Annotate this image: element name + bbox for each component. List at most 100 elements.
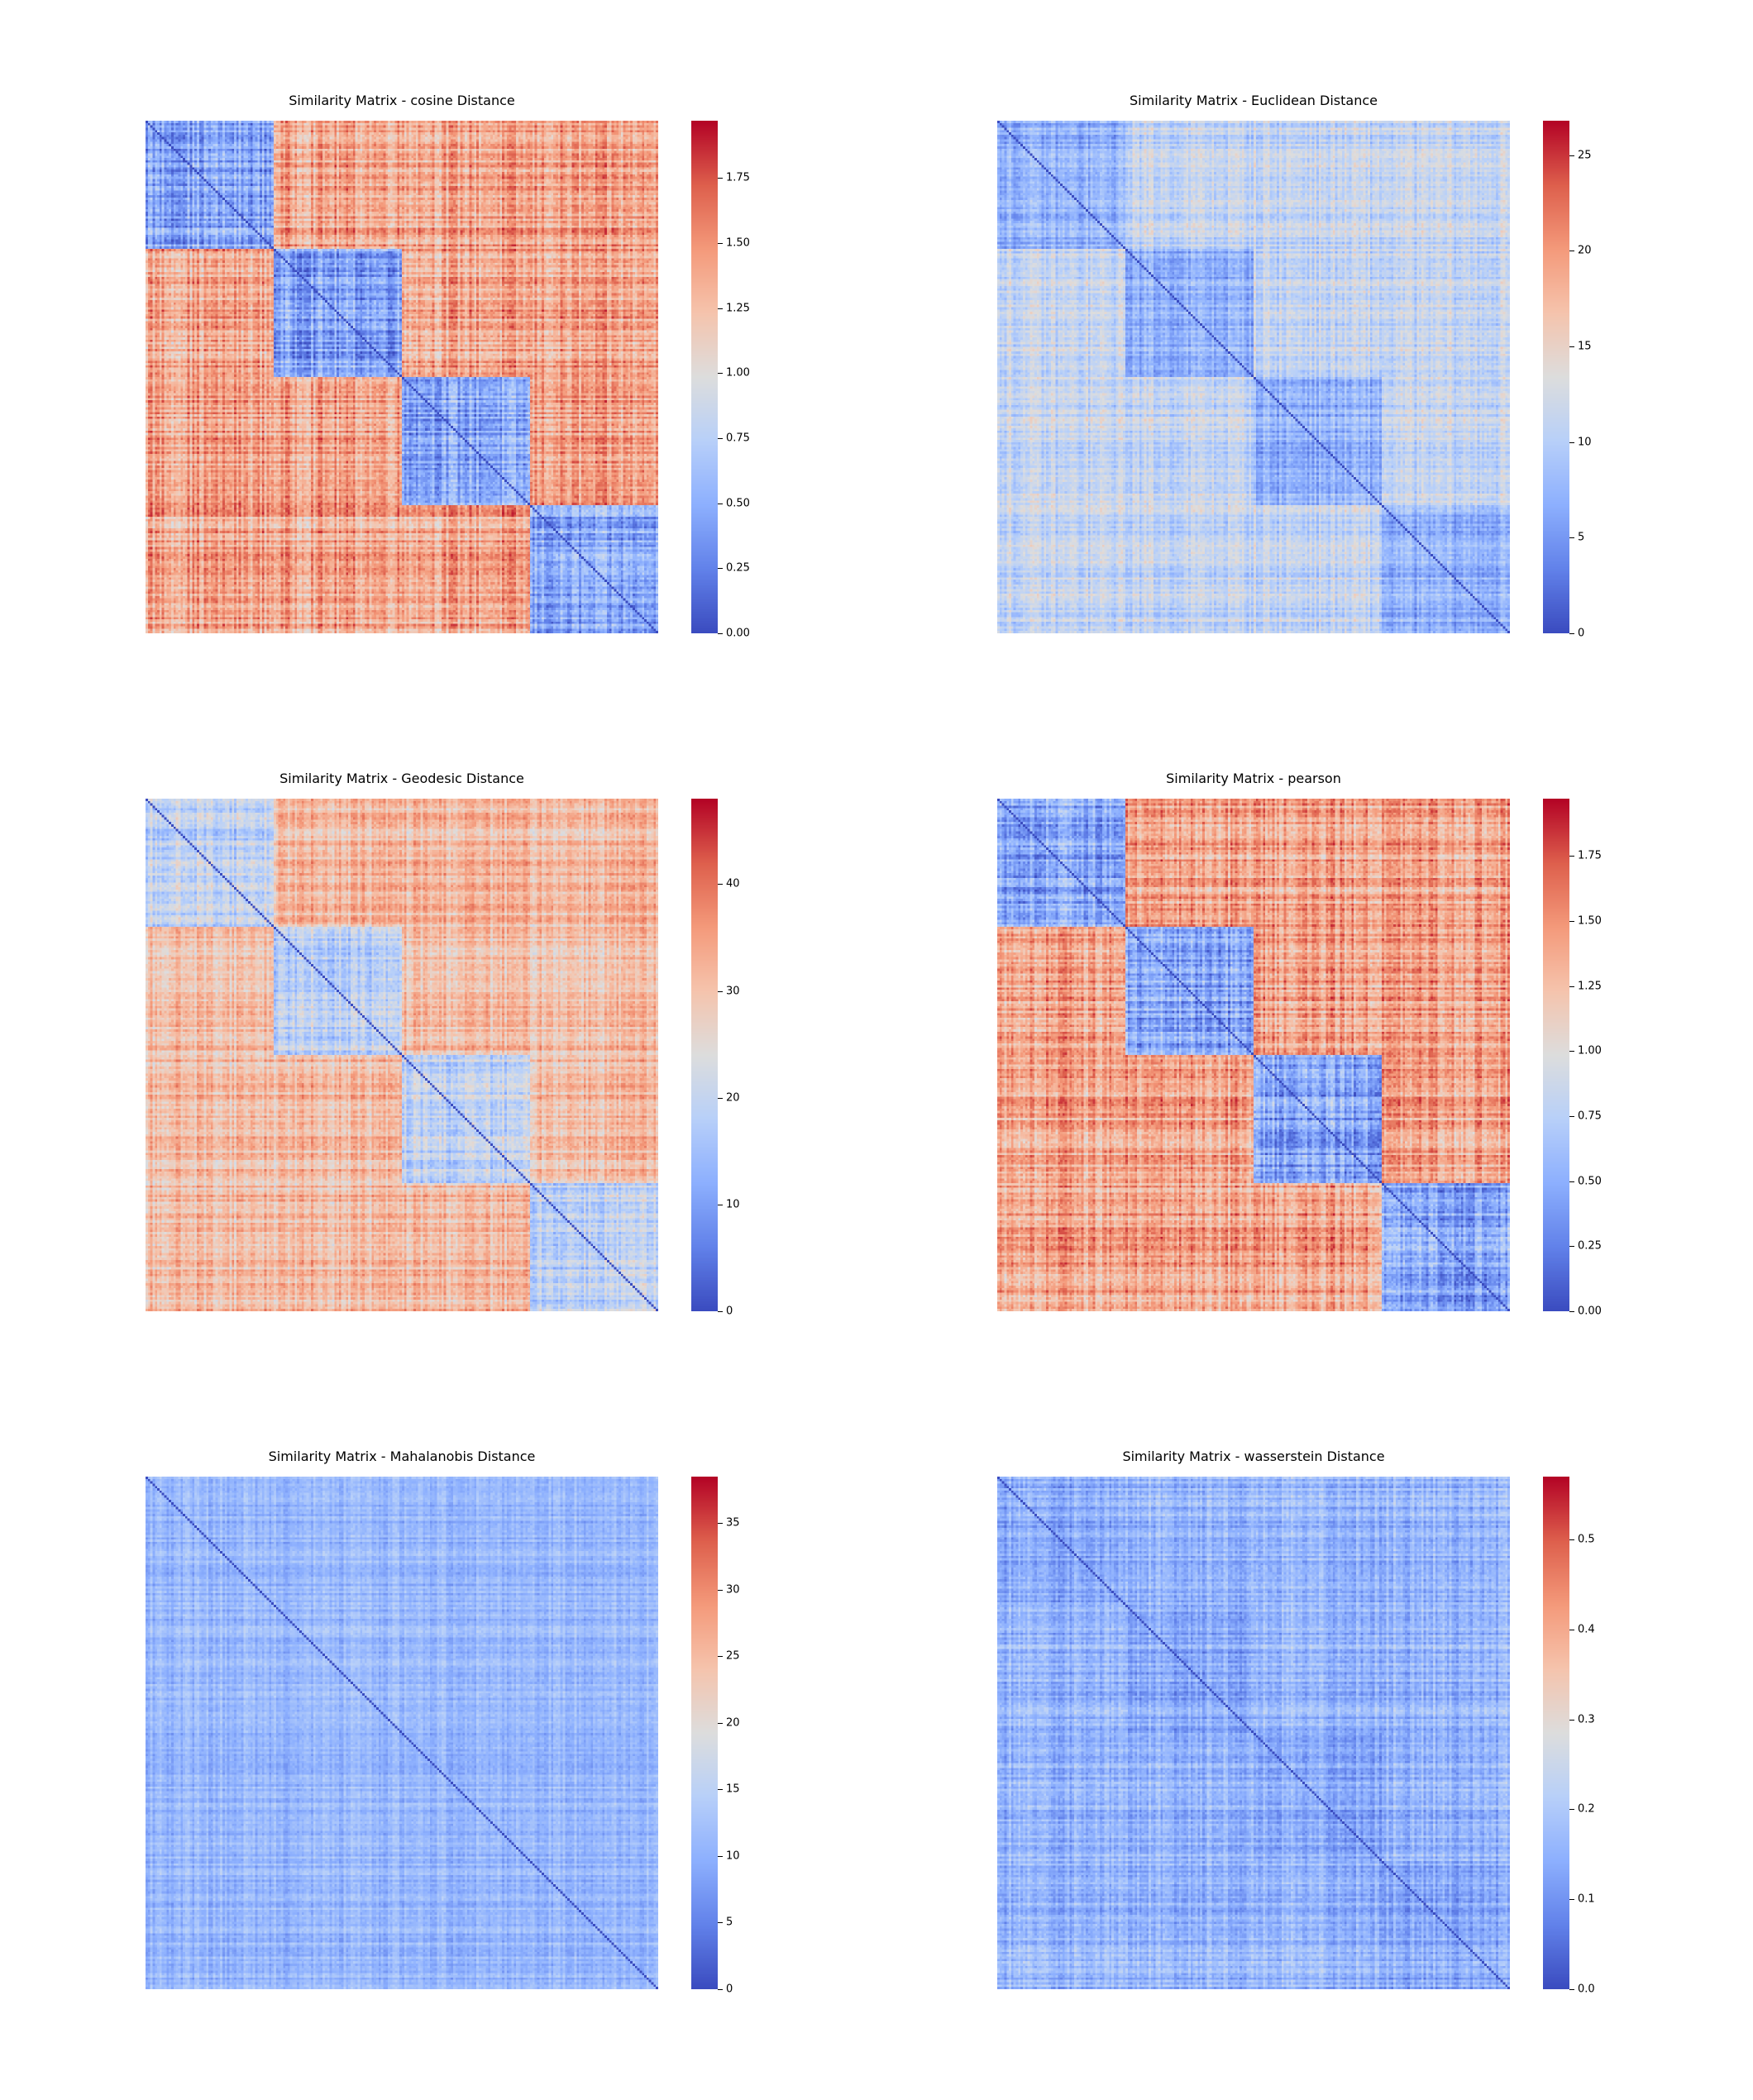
colorbar-tick-mark — [718, 1922, 723, 1923]
heatmap-matrix — [997, 121, 1510, 633]
colorbar-tick-mark — [718, 1098, 723, 1099]
colorbar-tick-label: 0 — [726, 1305, 733, 1318]
colorbar-tick-mark — [1569, 1539, 1574, 1540]
colorbar-tick-label: 0.25 — [726, 561, 750, 575]
heatmap-matrix — [146, 1477, 658, 1989]
colorbar-tick-label: 1.00 — [1578, 1044, 1602, 1057]
chart-title: Similarity Matrix - pearson — [1166, 771, 1341, 786]
chart-title: Similarity Matrix - Euclidean Distance — [1130, 93, 1378, 108]
heatmap-matrix — [997, 799, 1510, 1311]
colorbar — [1543, 1477, 1569, 1989]
colorbar-tick-mark — [718, 633, 723, 634]
colorbar-tick-mark — [1569, 1246, 1574, 1247]
colorbar-tick-mark — [1569, 346, 1574, 347]
chart-panel-4: Similarity Matrix - pearson 0.00 0.25 0.50 0… — [852, 678, 1728, 1356]
chart-title: Similarity Matrix - cosine Distance — [289, 93, 515, 108]
colorbar-tick-mark — [718, 243, 723, 244]
colorbar-tick-label: 5 — [726, 1916, 733, 1929]
colorbar-tick-mark — [718, 373, 723, 374]
colorbar-tick-mark — [1569, 1720, 1574, 1721]
colorbar-tick-mark — [1569, 633, 1574, 634]
colorbar — [691, 121, 718, 633]
heatmap-matrix — [146, 121, 658, 633]
colorbar-tick-label: 0.3 — [1578, 1713, 1595, 1726]
colorbar-tick-label: 10 — [726, 1849, 740, 1863]
chart-panel-5: Similarity Matrix - Mahalanobis Distance… — [0, 1356, 876, 2034]
colorbar-tick-mark — [718, 1590, 723, 1591]
colorbar — [1543, 121, 1569, 633]
chart-title: Similarity Matrix - wasserstein Distance — [1122, 1449, 1385, 1464]
colorbar-tick-label: 35 — [726, 1516, 740, 1530]
colorbar-tick-label: 5 — [1578, 531, 1585, 544]
colorbar-tick-mark — [1569, 1181, 1574, 1182]
colorbar-tick-label: 0.50 — [726, 497, 750, 510]
colorbar-tick-label: 1.00 — [726, 366, 750, 379]
colorbar-tick-mark — [1569, 1311, 1574, 1312]
chart-panel-2: Similarity Matrix - Euclidean Distance 0 5… — [852, 0, 1728, 678]
chart-title: Similarity Matrix - Mahalanobis Distance — [268, 1449, 536, 1464]
colorbar-tick-mark — [718, 1989, 723, 1990]
colorbar-tick-label: 1.75 — [726, 171, 750, 184]
colorbar-tick-mark — [718, 568, 723, 569]
colorbar-tick-label: 0.50 — [1578, 1175, 1602, 1188]
colorbar-tick-mark — [718, 1311, 723, 1312]
colorbar-tick-mark — [1569, 1051, 1574, 1052]
colorbar-tick-label: 0.75 — [1578, 1110, 1602, 1123]
colorbar-tick-label: 0.75 — [726, 432, 750, 445]
colorbar-tick-mark — [718, 991, 723, 992]
chart-panel-6: Similarity Matrix - wasserstein Distance… — [852, 1356, 1728, 2034]
colorbar-tick-mark — [718, 884, 723, 885]
colorbar-tick-label: 0.1 — [1578, 1892, 1595, 1906]
colorbar-tick-mark — [1569, 1989, 1574, 1990]
colorbar-tick-mark — [718, 1856, 723, 1857]
colorbar-tick-label: 15 — [1578, 340, 1592, 353]
chart-panel-1: Similarity Matrix - cosine Distance 0.00 0… — [0, 0, 876, 678]
colorbar-tick-mark — [1569, 1116, 1574, 1117]
colorbar-tick-mark — [718, 438, 723, 439]
heatmap-matrix — [146, 799, 658, 1311]
colorbar-tick-label: 0 — [726, 1983, 733, 1996]
colorbar-tick-label: 25 — [1578, 149, 1592, 162]
colorbar-tick-mark — [1569, 921, 1574, 922]
colorbar-tick-mark — [1569, 442, 1574, 443]
colorbar-tick-mark — [718, 308, 723, 309]
colorbar-tick-label: 1.50 — [726, 236, 750, 250]
colorbar-tick-label: 1.25 — [1578, 980, 1602, 993]
colorbar-tick-label: 0 — [1578, 627, 1585, 640]
colorbar-tick-mark — [718, 1789, 723, 1790]
colorbar — [691, 799, 718, 1311]
colorbar-tick-label: 1.50 — [1578, 914, 1602, 928]
colorbar-tick-label: 30 — [726, 985, 740, 998]
colorbar — [691, 1477, 718, 1989]
colorbar-tick-label: 15 — [726, 1783, 740, 1796]
chart-title: Similarity Matrix - Geodesic Distance — [279, 771, 524, 786]
colorbar-tick-mark — [1569, 1899, 1574, 1900]
colorbar-tick-label: 30 — [726, 1583, 740, 1596]
colorbar-tick-label: 0.4 — [1578, 1623, 1595, 1636]
colorbar — [1543, 799, 1569, 1311]
colorbar-tick-label: 0.00 — [1578, 1305, 1602, 1318]
colorbar-tick-mark — [1569, 1809, 1574, 1810]
colorbar-tick-mark — [1569, 537, 1574, 538]
colorbar-tick-mark — [718, 178, 723, 179]
colorbar-tick-mark — [1569, 856, 1574, 857]
colorbar-tick-mark — [718, 1656, 723, 1657]
colorbar-tick-mark — [1569, 155, 1574, 156]
colorbar-tick-label: 10 — [1578, 436, 1592, 449]
chart-panel-3: Similarity Matrix - Geodesic Distance 0 10… — [0, 678, 876, 1356]
colorbar-tick-mark — [718, 1523, 723, 1524]
colorbar-tick-mark — [1569, 986, 1574, 987]
colorbar-tick-label: 25 — [726, 1649, 740, 1663]
colorbar-tick-mark — [718, 1723, 723, 1724]
colorbar-tick-label: 40 — [726, 877, 740, 890]
colorbar-tick-label: 0.0 — [1578, 1983, 1595, 1996]
colorbar-tick-label: 1.25 — [726, 302, 750, 315]
colorbar-tick-label: 1.75 — [1578, 849, 1602, 862]
colorbar-tick-label: 0.25 — [1578, 1239, 1602, 1253]
colorbar-tick-label: 20 — [726, 1091, 740, 1105]
colorbar-tick-label: 20 — [1578, 244, 1592, 257]
colorbar-tick-label: 20 — [726, 1716, 740, 1730]
colorbar-tick-label: 10 — [726, 1198, 740, 1211]
colorbar-tick-label: 0.00 — [726, 627, 750, 640]
heatmap-matrix — [997, 1477, 1510, 1989]
